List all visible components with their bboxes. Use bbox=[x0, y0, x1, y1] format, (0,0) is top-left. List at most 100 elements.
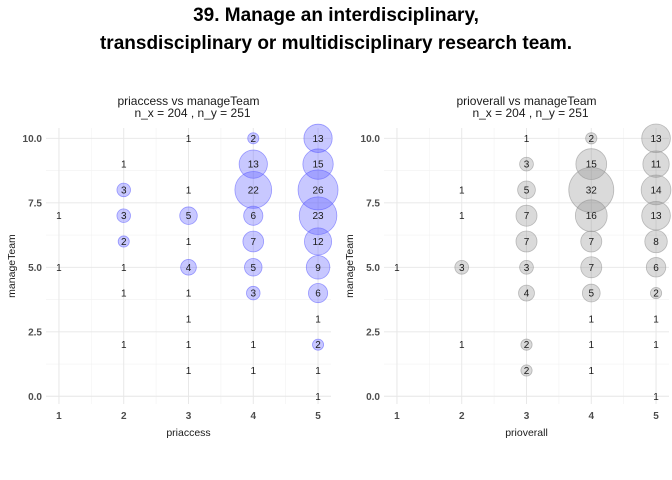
data-label: 1 bbox=[524, 134, 530, 145]
data-label: 5 bbox=[186, 211, 192, 222]
data-point-bubble bbox=[580, 230, 603, 253]
data-label: 1 bbox=[588, 314, 594, 325]
data-point-bubble bbox=[242, 230, 265, 253]
x-tick-label: 4 bbox=[588, 411, 594, 422]
data-label: 6 bbox=[250, 211, 256, 222]
data-label: 1 bbox=[653, 392, 659, 403]
y-tick-label: 0.0 bbox=[366, 392, 380, 403]
data-label: 2 bbox=[250, 134, 256, 145]
data-point-bubble bbox=[515, 230, 538, 253]
data-label: 1 bbox=[588, 366, 594, 377]
data-point-bubble bbox=[644, 229, 668, 254]
data-label: 13 bbox=[248, 160, 260, 171]
data-label: 3 bbox=[121, 211, 127, 222]
data-point-bubble bbox=[574, 199, 608, 233]
data-label: 1 bbox=[315, 392, 321, 403]
data-label: 1 bbox=[56, 263, 62, 274]
data-label: 7 bbox=[524, 237, 530, 248]
data-label: 22 bbox=[248, 185, 260, 196]
y-tick-label: 5.0 bbox=[366, 263, 380, 274]
data-point-bubble bbox=[247, 132, 260, 145]
x-tick-label: 2 bbox=[121, 411, 127, 422]
data-point-bubble bbox=[179, 206, 198, 225]
data-point-bubble bbox=[454, 260, 470, 275]
data-label: 1 bbox=[121, 340, 127, 351]
data-label: 1 bbox=[186, 185, 192, 196]
y-tick-label: 2.5 bbox=[28, 327, 42, 338]
x-tick-label: 2 bbox=[459, 411, 465, 422]
data-label: 2 bbox=[524, 340, 530, 351]
data-point-bubble bbox=[117, 235, 130, 248]
data-point-bubble bbox=[304, 227, 333, 256]
data-point-bubble bbox=[580, 256, 603, 279]
data-label: 1 bbox=[250, 340, 256, 351]
data-label: 1 bbox=[186, 237, 192, 248]
data-label: 1 bbox=[121, 263, 127, 274]
data-label: 1 bbox=[186, 340, 192, 351]
x-tick-label: 1 bbox=[56, 411, 62, 422]
data-label: 1 bbox=[459, 185, 465, 196]
data-label: 2 bbox=[653, 289, 659, 300]
data-point-bubble bbox=[585, 132, 598, 145]
data-label: 7 bbox=[250, 237, 256, 248]
data-point-bubble bbox=[238, 149, 268, 179]
data-point-bubble bbox=[234, 171, 273, 209]
data-label: 1 bbox=[459, 340, 465, 351]
data-label: 2 bbox=[315, 340, 321, 351]
data-point-bubble bbox=[298, 196, 338, 235]
y-tick-label: 7.5 bbox=[366, 198, 380, 209]
y-tick-label: 5.0 bbox=[28, 263, 42, 274]
data-label: 6 bbox=[315, 289, 321, 300]
data-point-bubble bbox=[581, 283, 601, 303]
y-tick-label: 10.0 bbox=[361, 134, 381, 145]
data-label: 1 bbox=[394, 263, 400, 274]
data-point-bubble bbox=[520, 364, 533, 377]
data-point-bubble bbox=[518, 284, 535, 302]
data-label: 14 bbox=[650, 185, 662, 196]
data-label: 13 bbox=[650, 134, 662, 145]
x-tick-label: 3 bbox=[524, 411, 530, 422]
data-point-bubble bbox=[305, 255, 331, 280]
data-label: 3 bbox=[459, 263, 465, 274]
data-label: 1 bbox=[315, 366, 321, 377]
data-point-bubble bbox=[519, 260, 534, 275]
data-label: 32 bbox=[586, 185, 598, 196]
data-label: 1 bbox=[186, 314, 192, 325]
data-point-bubble bbox=[645, 257, 667, 278]
y-tick-label: 10.0 bbox=[23, 134, 43, 145]
data-point-bubble bbox=[246, 285, 261, 301]
x-tick-label: 3 bbox=[186, 411, 192, 422]
data-point-bubble bbox=[312, 338, 324, 351]
data-label: 11 bbox=[651, 160, 662, 171]
data-point-bubble bbox=[180, 259, 197, 276]
panel-title: priaccess vs manageTeam bbox=[117, 94, 259, 108]
data-label: 13 bbox=[312, 134, 324, 145]
data-point-bubble bbox=[303, 123, 333, 153]
panel-title: prioverall vs manageTeam bbox=[456, 94, 596, 108]
data-label: 1 bbox=[121, 289, 127, 300]
data-label: 2 bbox=[121, 237, 127, 248]
x-axis-title: priaccess bbox=[166, 427, 210, 439]
x-axis-title: prioverall bbox=[505, 427, 548, 439]
y-axis-title: manageTeam bbox=[344, 234, 356, 298]
data-label: 3 bbox=[121, 185, 127, 196]
data-label: 16 bbox=[586, 211, 598, 222]
x-tick-label: 4 bbox=[250, 411, 256, 422]
data-label: 5 bbox=[524, 185, 530, 196]
y-axis-title: manageTeam bbox=[6, 234, 18, 298]
data-point-bubble bbox=[641, 123, 671, 154]
data-point-bubble bbox=[308, 283, 329, 304]
data-label: 6 bbox=[653, 263, 659, 274]
chart-title-line-2: transdisciplinary or multidisciplinary r… bbox=[99, 33, 572, 54]
data-point-bubble bbox=[243, 205, 264, 226]
data-label: 4 bbox=[524, 289, 530, 300]
data-label: 3 bbox=[250, 289, 256, 300]
data-label: 8 bbox=[653, 237, 659, 248]
data-point-bubble bbox=[116, 182, 131, 198]
data-point-bubble bbox=[515, 204, 538, 227]
data-label: 5 bbox=[588, 289, 594, 300]
data-label: 15 bbox=[312, 160, 324, 171]
data-label: 2 bbox=[524, 366, 530, 377]
data-label: 7 bbox=[588, 237, 594, 248]
data-point-bubble bbox=[568, 167, 615, 213]
